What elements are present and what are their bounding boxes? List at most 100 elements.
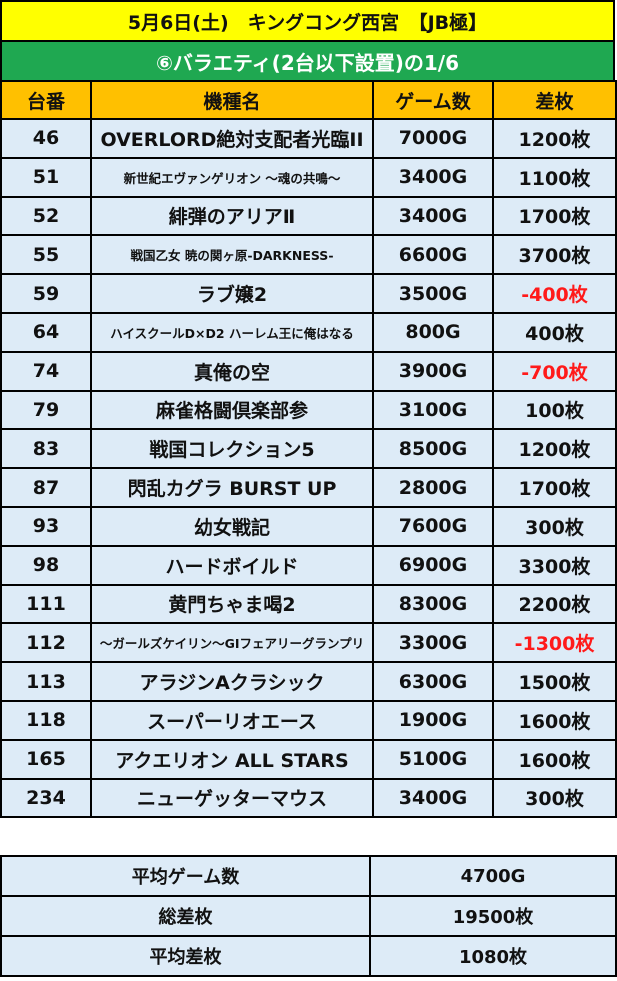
machine-no-cell: 113 bbox=[0, 661, 92, 702]
machine-no-cell: 118 bbox=[0, 699, 92, 741]
machine-name-cell: ラブ嬢2 bbox=[90, 273, 374, 314]
machine-name-cell: 新世紀エヴァンゲリオン ～魂の共鳴～ bbox=[90, 156, 374, 198]
summary-row: 平均差枚 1080枚 bbox=[0, 935, 617, 977]
results-table: 台番 機種名 ゲーム数 差枚 46 OVERLORD絶対支配者光臨II 7000G 1… bbox=[0, 80, 617, 819]
table-row: 59 ラブ嬢2 3500G -400枚 bbox=[0, 273, 617, 314]
games-cell: 7000G bbox=[372, 118, 494, 159]
games-cell: 3400G bbox=[372, 195, 494, 237]
machine-no-cell: 64 bbox=[0, 311, 92, 353]
machine-name-cell: ハイスクールD×D2 ハーレム王に俺はなる bbox=[90, 311, 374, 353]
table-row: 111 黄門ちゃま喝2 8300G 2200枚 bbox=[0, 583, 617, 625]
machine-no-cell: 46 bbox=[0, 118, 92, 159]
diff-cell: 2200枚 bbox=[492, 583, 617, 625]
summary-label: 平均ゲーム数 bbox=[0, 855, 371, 897]
machine-name-cell: アラジンAクラシック bbox=[90, 661, 374, 702]
games-cell: 1900G bbox=[372, 699, 494, 741]
diff-cell: 1100枚 bbox=[492, 156, 617, 198]
diff-cell: -400枚 bbox=[492, 273, 617, 314]
table-row: 118 スーパーリオエース 1900G 1600枚 bbox=[0, 699, 617, 741]
header-row: 台番 機種名 ゲーム数 差枚 bbox=[0, 80, 617, 120]
machine-name-cell: 真俺の空 bbox=[90, 350, 374, 392]
games-cell: 3100G bbox=[372, 389, 494, 431]
machine-no-cell: 165 bbox=[0, 738, 92, 780]
header-machine-no: 台番 bbox=[0, 80, 92, 120]
games-cell: 3400G bbox=[372, 156, 494, 198]
machine-no-cell: 52 bbox=[0, 195, 92, 237]
machine-no-cell: 112 bbox=[0, 622, 92, 664]
diff-cell: 300枚 bbox=[492, 505, 617, 547]
machine-no-cell: 79 bbox=[0, 389, 92, 431]
diff-cell: 1700枚 bbox=[492, 467, 617, 508]
machine-name-cell: 麻雀格闘倶楽部参 bbox=[90, 389, 374, 431]
table-row: 165 アクエリオン ALL STARS 5100G 1600枚 bbox=[0, 738, 617, 780]
games-cell: 8500G bbox=[372, 428, 494, 470]
machine-name-cell: ニューゲッターマウス bbox=[90, 777, 374, 819]
summary-row: 平均ゲーム数 4700G bbox=[0, 855, 617, 897]
table-row: 55 戦国乙女 暁の関ヶ原-DARKNESS- 6600G 3700枚 bbox=[0, 234, 617, 276]
games-cell: 800G bbox=[372, 311, 494, 353]
machine-no-cell: 98 bbox=[0, 544, 92, 586]
games-cell: 7600G bbox=[372, 505, 494, 547]
machine-name-cell: 幼女戦記 bbox=[90, 505, 374, 547]
diff-cell: 1600枚 bbox=[492, 738, 617, 780]
table-row: 79 麻雀格闘倶楽部参 3100G 100枚 bbox=[0, 389, 617, 431]
diff-cell: 1600枚 bbox=[492, 699, 617, 741]
diff-cell: 1200枚 bbox=[492, 428, 617, 470]
games-cell: 5100G bbox=[372, 738, 494, 780]
machine-no-cell: 55 bbox=[0, 234, 92, 276]
summary-value: 19500枚 bbox=[369, 895, 617, 937]
machine-name-cell: 戦国乙女 暁の関ヶ原-DARKNESS- bbox=[90, 234, 374, 276]
summary-label: 総差枚 bbox=[0, 895, 371, 937]
machine-name-cell: スーパーリオエース bbox=[90, 699, 374, 741]
category-subtitle: ⑥バラエティ(2台以下設置)の1/6 bbox=[0, 40, 615, 80]
games-cell: 3300G bbox=[372, 622, 494, 664]
machine-name-cell: 緋弾のアリアⅡ bbox=[90, 195, 374, 237]
games-cell: 6600G bbox=[372, 234, 494, 276]
diff-cell: 300枚 bbox=[492, 777, 617, 819]
machine-name-cell: 戦国コレクション5 bbox=[90, 428, 374, 470]
games-cell: 6300G bbox=[372, 661, 494, 702]
machine-no-cell: 234 bbox=[0, 777, 92, 819]
table-row: 112 ～ガールズケイリン～GIフェアリーグランプリ 3300G -1300枚 bbox=[0, 622, 617, 664]
diff-cell: 3300枚 bbox=[492, 544, 617, 586]
games-cell: 3900G bbox=[372, 350, 494, 392]
diff-cell: 1700枚 bbox=[492, 195, 617, 237]
diff-cell: -1300枚 bbox=[492, 622, 617, 664]
table-row: 46 OVERLORD絶対支配者光臨II 7000G 1200枚 bbox=[0, 118, 617, 159]
machine-no-cell: 83 bbox=[0, 428, 92, 470]
header-diff: 差枚 bbox=[492, 80, 617, 120]
diff-cell: 400枚 bbox=[492, 311, 617, 353]
machine-no-cell: 93 bbox=[0, 505, 92, 547]
games-cell: 3500G bbox=[372, 273, 494, 314]
table-row: 51 新世紀エヴァンゲリオン ～魂の共鳴～ 3400G 1100枚 bbox=[0, 156, 617, 198]
games-cell: 2800G bbox=[372, 467, 494, 508]
summary-value: 1080枚 bbox=[369, 935, 617, 977]
summary-row: 総差枚 19500枚 bbox=[0, 895, 617, 937]
table-row: 64 ハイスクールD×D2 ハーレム王に俺はなる 800G 400枚 bbox=[0, 311, 617, 353]
machine-name-cell: OVERLORD絶対支配者光臨II bbox=[90, 118, 374, 159]
results-sheet: 5月6日(土) キングコング西宮 【JB極】 ⑥バラエティ(2台以下設置)の1/… bbox=[0, 0, 617, 819]
diff-cell: 1200枚 bbox=[492, 118, 617, 159]
table-row: 93 幼女戦記 7600G 300枚 bbox=[0, 505, 617, 547]
machine-no-cell: 74 bbox=[0, 350, 92, 392]
summary-label: 平均差枚 bbox=[0, 935, 371, 977]
machine-no-cell: 59 bbox=[0, 273, 92, 314]
table-row: 234 ニューゲッターマウス 3400G 300枚 bbox=[0, 777, 617, 819]
table-row: 52 緋弾のアリアⅡ 3400G 1700枚 bbox=[0, 195, 617, 237]
diff-cell: 1500枚 bbox=[492, 661, 617, 702]
header-machine-name: 機種名 bbox=[90, 80, 374, 120]
table-row: 113 アラジンAクラシック 6300G 1500枚 bbox=[0, 661, 617, 702]
machine-name-cell: ハードボイルド bbox=[90, 544, 374, 586]
machine-name-cell: 閃乱カグラ BURST UP bbox=[90, 467, 374, 508]
games-cell: 8300G bbox=[372, 583, 494, 625]
machine-no-cell: 51 bbox=[0, 156, 92, 198]
machine-no-cell: 87 bbox=[0, 467, 92, 508]
diff-cell: 100枚 bbox=[492, 389, 617, 431]
summary-value: 4700G bbox=[369, 855, 617, 897]
machine-name-cell: アクエリオン ALL STARS bbox=[90, 738, 374, 780]
table-row: 74 真俺の空 3900G -700枚 bbox=[0, 350, 617, 392]
summary-table: 平均ゲーム数 4700G 総差枚 19500枚 平均差枚 1080枚 bbox=[0, 855, 617, 977]
diff-cell: -700枚 bbox=[492, 350, 617, 392]
diff-cell: 3700枚 bbox=[492, 234, 617, 276]
table-row: 83 戦国コレクション5 8500G 1200枚 bbox=[0, 428, 617, 470]
